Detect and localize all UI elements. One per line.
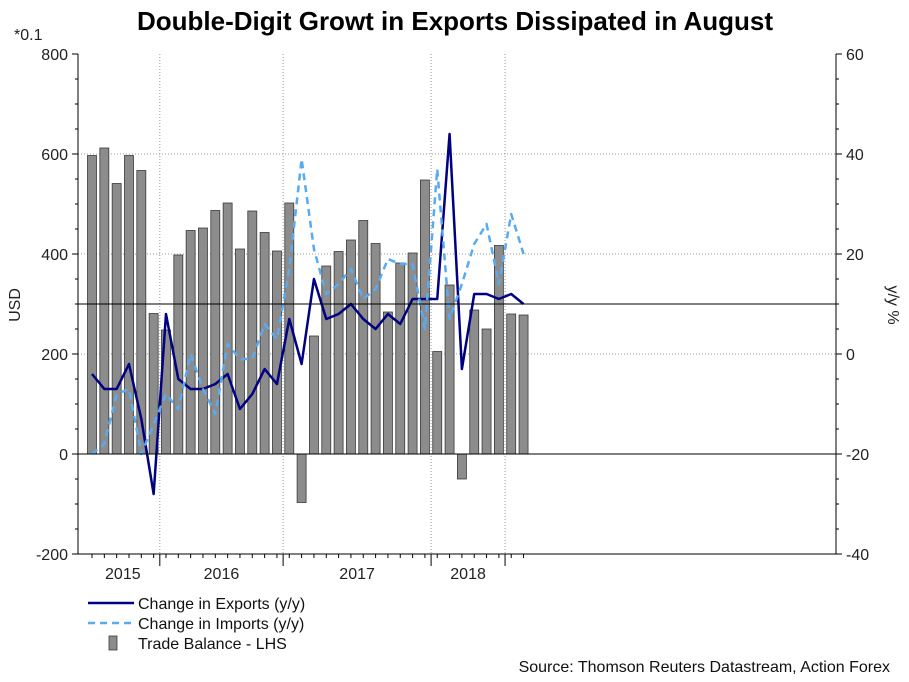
right-axis-tick-label: 20 — [846, 247, 864, 264]
left-axis-tick-label: 800 — [41, 47, 68, 64]
trade-balance-bar — [506, 313, 517, 455]
trade-balance-bar — [296, 453, 307, 503]
trade-balance-bar — [469, 309, 480, 455]
trade-balance-bar — [259, 232, 270, 455]
trade-balance-bar — [198, 227, 208, 455]
exports-line — [91, 132, 525, 496]
trade-balance-bar — [432, 351, 443, 455]
trade-balance-bar — [185, 230, 196, 455]
trade-balance-bar — [99, 147, 110, 455]
left-axis-ticks: -200 0 200 400 600 800 — [36, 47, 68, 564]
right-axis-ticks: -40 -20 0 20 40 60 — [846, 47, 869, 564]
trade-balance-bar — [173, 254, 184, 455]
trade-balance-bar — [247, 210, 258, 455]
trade-balance-bar — [481, 328, 492, 455]
x-axis-year-label: 2016 — [204, 566, 240, 583]
trade-balance-bar — [456, 453, 467, 480]
right-axis-tick-label: 60 — [846, 47, 864, 64]
trade-balance-bar — [370, 243, 381, 455]
trade-balance-bar — [358, 220, 369, 455]
trade-balance-bar — [210, 210, 221, 455]
trade-balance-bar — [272, 250, 282, 455]
x-axis-year-label: 2018 — [450, 566, 486, 583]
chart-title: Double-Digit Growt in Exports Dissipated… — [137, 6, 773, 36]
trade-balance-bar — [518, 314, 529, 455]
x-axis-labels: 2015 2016 2017 2018 — [105, 566, 486, 583]
left-axis-tick-label: 200 — [41, 347, 68, 364]
trade-balance-bar — [309, 335, 319, 455]
legend-label: Trade Balance - LHS — [138, 636, 287, 653]
left-axis-tick-label: 0 — [59, 447, 68, 464]
legend-label: Change in Exports (y/y) — [138, 596, 305, 613]
right-axis-tick-label: 40 — [846, 147, 864, 164]
left-axis-tick-label: 400 — [41, 247, 68, 264]
trade-balance-bar — [407, 252, 418, 455]
series-lines — [91, 132, 525, 496]
trade-balance-bar — [395, 262, 406, 455]
left-axis-tick-label: 600 — [41, 147, 68, 164]
trade-balance-bar — [111, 183, 122, 455]
right-axis-tick-label: 0 — [846, 347, 855, 364]
trade-balance-bar — [235, 248, 245, 455]
trade-balance-bars — [87, 147, 529, 503]
x-axis-year-label: 2017 — [339, 566, 375, 583]
left-axis-label: USD — [7, 288, 24, 322]
trade-balance-bar — [136, 170, 147, 455]
trade-balance-bar — [222, 202, 233, 455]
trade-balance-bar — [333, 251, 344, 455]
left-axis-tick-label: -200 — [36, 547, 68, 564]
source-note: Source: Thomson Reuters Datastream, Acti… — [519, 659, 890, 676]
legend: Change in Exports (y/y) Change in Imports… — [88, 596, 305, 653]
axes — [72, 53, 842, 566]
right-axis-tick-label: -20 — [846, 447, 869, 464]
left-axis-multiplier: *0.1 — [14, 27, 43, 44]
trade-balance-bar — [87, 155, 97, 455]
legend-swatch-bar — [108, 635, 118, 651]
right-axis-label: y/y % — [884, 285, 901, 324]
x-axis-year-label: 2015 — [105, 566, 141, 583]
right-axis-tick-label: -40 — [846, 547, 869, 564]
trade-balance-bar — [493, 245, 504, 455]
trade-balance-bar — [383, 311, 393, 455]
legend-label: Change in Imports (y/y) — [138, 616, 304, 633]
imports-line — [91, 157, 525, 456]
